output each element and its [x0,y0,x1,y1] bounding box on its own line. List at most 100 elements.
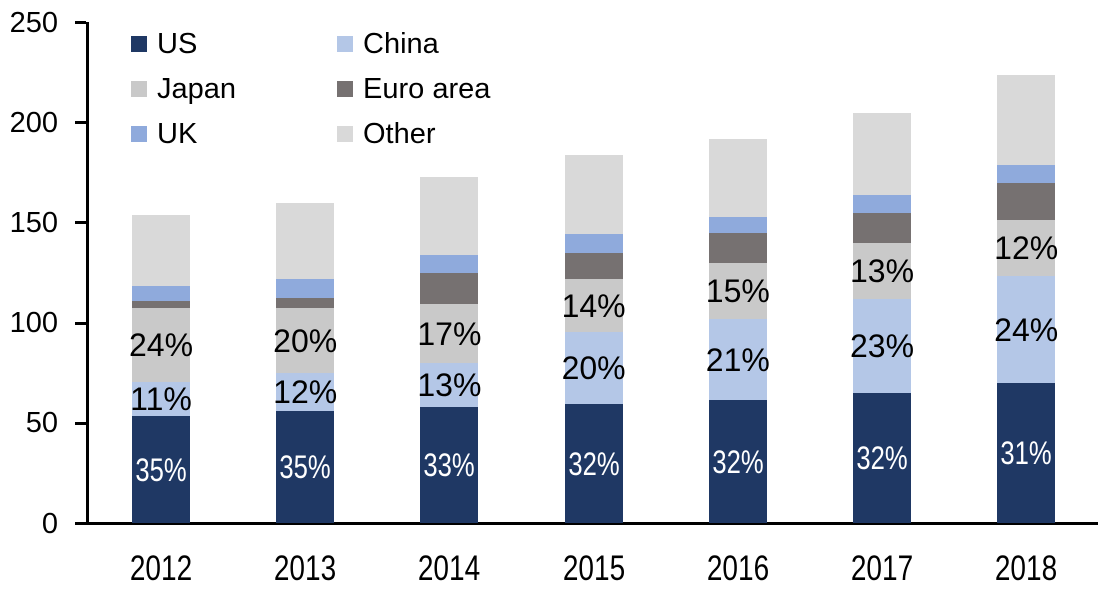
bar-segment-us [132,416,190,524]
bar-label-us: 35% [135,451,187,488]
legend-label-japan: Japan [157,73,237,105]
bar-label-japan: 13% [849,252,915,289]
bar-segment-china [132,382,190,417]
x-axis-label: 2014 [418,549,481,588]
bar-segment-japan [708,262,767,320]
legend-item-us: US [131,27,197,61]
y-axis-line [86,21,89,525]
legend-item-euro-area: Euro area [337,72,490,106]
bar-label-us: 32% [567,445,620,482]
bar-segment-china [276,373,335,412]
bar-segment-other [276,202,335,279]
legend-swatch-other [337,126,353,142]
legend-swatch-japan [131,81,147,97]
bar-segment-uk [853,194,911,213]
bar-segment-japan [853,242,911,300]
legend-swatch-us [131,36,147,52]
legend-swatch-uk [131,126,147,142]
bar-segment-japan [997,219,1056,276]
bar-segment-other [708,138,767,217]
y-axis-tick [75,321,86,325]
bar-label-china: 13% [417,367,482,404]
bar-label-japan: 20% [273,322,338,359]
bar-segment-euro-area [708,232,767,263]
bar-segment-other [997,74,1056,165]
bar-segment-china [564,332,623,405]
bar-label-japan: 14% [561,287,626,324]
y-axis-tick [75,421,86,425]
bar-segment-euro-area [997,182,1056,220]
bar-segment-other [853,112,911,195]
bar-segment-other [132,214,190,287]
y-axis-tick [75,21,86,24]
y-axis-tick-label: 150 [9,206,58,239]
y-axis-tick-label: 0 [41,507,58,540]
bar-label-china: 23% [849,328,915,365]
legend-item-china: China [337,27,439,61]
y-axis-tick-label: 100 [9,307,58,340]
bar-segment-japan [420,304,479,364]
bar-segment-uk [420,254,479,273]
bar-label-us: 33% [423,447,476,484]
x-axis-label: 2013 [274,549,337,588]
bar-label-us: 32% [712,443,764,480]
bar-label-us: 31% [1000,435,1052,472]
y-axis-tick-label: 250 [9,6,58,39]
bar-segment-us [420,407,479,524]
bar-segment-other [564,154,623,234]
legend-item-japan: Japan [131,72,236,106]
bar-segment-other [420,176,479,255]
bar-label-china: 21% [705,341,770,378]
bar-segment-euro-area [564,252,623,279]
bar-segment-china [420,363,479,408]
y-axis-tick-label: 50 [25,407,58,440]
bar-segment-china [853,299,911,394]
x-axis-label: 2017 [850,549,914,588]
legend-label-china: China [363,28,439,60]
bar-label-japan: 17% [417,315,482,352]
bar-segment-us [276,411,335,524]
bar-label-us: 35% [279,449,331,486]
x-axis-label: 2018 [995,549,1058,588]
bar-segment-china [708,319,767,401]
bar-segment-japan [276,308,335,374]
legend-label-us: US [157,28,198,60]
legend-swatch-euro-area [337,81,353,97]
y-axis-tick-label: 200 [9,106,58,139]
bar-segment-uk [132,286,190,302]
bar-label-china: 24% [994,311,1059,348]
bar-segment-euro-area [420,273,479,305]
y-axis-tick [75,522,86,525]
bar-segment-uk [708,216,767,233]
bar-segment-us [853,393,911,524]
bar-label-china: 12% [273,374,338,411]
x-axis-label: 2012 [129,549,193,588]
bar-segment-euro-area [132,301,190,309]
bar-label-china: 11% [130,381,192,418]
bar-segment-china [997,276,1056,384]
bar-segment-us [997,383,1056,524]
legend-item-other: Other [337,117,436,151]
bar-segment-euro-area [853,212,911,243]
x-axis-line [86,522,1098,525]
legend-label-other: Other [363,118,436,150]
bar-segment-uk [997,164,1056,183]
x-axis-label: 2015 [562,549,625,588]
bar-label-us: 32% [856,440,908,477]
bar-segment-uk [564,233,623,253]
bar-segment-us [708,400,767,524]
bar-segment-euro-area [276,298,335,309]
bar-segment-japan [132,308,190,383]
bar-segment-uk [276,279,335,299]
bar-segment-us [564,404,623,524]
bar-label-japan: 15% [705,273,770,310]
legend-label-euro-area: Euro area [363,73,491,105]
legend-item-uk: UK [131,117,197,151]
y-axis-tick [75,221,86,225]
bar-label-china: 20% [561,350,626,387]
bar-label-japan: 12% [994,229,1059,266]
x-axis-label: 2016 [706,549,769,588]
y-axis-tick [75,121,86,125]
legend-swatch-china [337,36,353,52]
